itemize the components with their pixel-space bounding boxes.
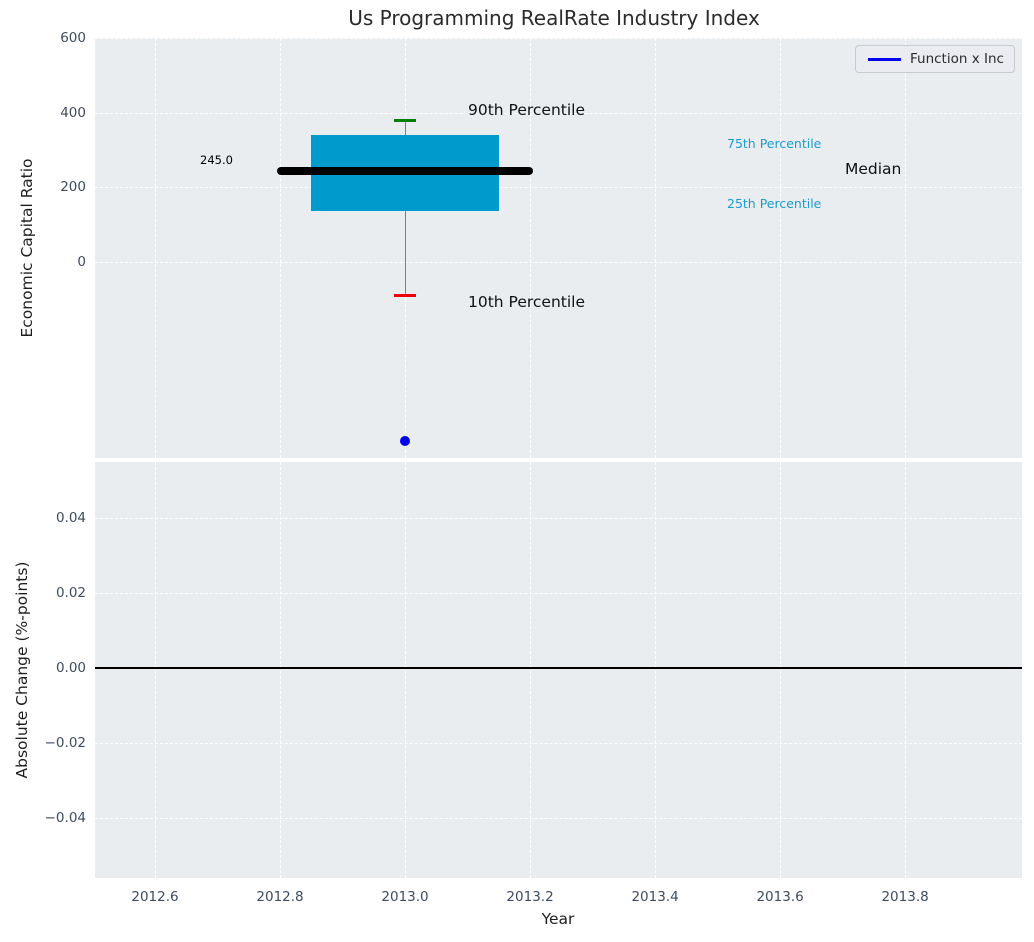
annotation-10th-percentile: 10th Percentile: [468, 293, 586, 311]
annotation-25th-percentile: 25th Percentile: [727, 196, 822, 211]
y-tick-label: 400: [60, 104, 86, 121]
x-axis-label: Year: [541, 910, 575, 928]
legend-line-swatch: [868, 57, 901, 61]
gridline-x: [530, 462, 532, 878]
x-tick-label: 2012.6: [131, 889, 179, 905]
annotation-75th-percentile: 75th Percentile: [727, 136, 822, 151]
x-tick-label: 2013.4: [631, 889, 679, 905]
gridline-x: [655, 462, 657, 878]
gridline-x: [905, 462, 907, 878]
gridline-y: [95, 517, 1022, 519]
gridline-y: [95, 112, 1022, 114]
x-tick-label: 2013.0: [381, 889, 429, 905]
y-tick-label: 0.02: [55, 584, 86, 601]
annotation-median: Median: [845, 160, 902, 178]
legend-label: Function x Inc: [910, 51, 1004, 67]
gridline-x: [155, 38, 156, 458]
gridline-y: [95, 592, 1022, 594]
x-tick-label: 2012.8: [256, 889, 304, 905]
annotation-median-value: 245.0: [200, 153, 233, 167]
median-line: [276, 166, 534, 175]
x-tick-label: 2013.2: [506, 889, 554, 905]
y-tick-label: 600: [60, 30, 86, 47]
gridline-x: [155, 462, 156, 878]
x-tick-label: 2013.8: [881, 889, 929, 905]
p90-cap: [393, 118, 417, 122]
gridline-y: [95, 742, 1022, 744]
p10-cap: [393, 294, 417, 297]
gridline-x: [405, 38, 407, 458]
gridline-x: [280, 462, 282, 878]
zero-line: [95, 666, 1022, 669]
gridline-y: [95, 817, 1022, 819]
y-tick-label: 0.00: [55, 659, 86, 676]
gridline-x: [280, 38, 282, 458]
gridline-y: [95, 38, 1022, 40]
gridline-x: [655, 38, 657, 458]
gridline-x: [780, 38, 782, 458]
gridline-x: [530, 38, 532, 458]
legend: Function x Inc: [855, 45, 1015, 73]
top-axes: Function x Inc: [95, 38, 1022, 458]
x-tick-label: 2013.6: [756, 889, 804, 905]
annotation-90th-percentile: 90th Percentile: [468, 101, 586, 119]
gridline-x: [905, 38, 907, 458]
y-tick-label: 0.04: [55, 509, 86, 526]
gridline-x: [405, 462, 407, 878]
gridline-y: [95, 261, 1022, 263]
y-tick-label: −0.02: [44, 734, 86, 751]
observation-dot: [400, 435, 411, 446]
y-tick-label: 200: [60, 179, 86, 196]
gridline-y: [95, 187, 1022, 189]
y-tick-label: 0: [77, 253, 86, 270]
bottom-axes: [95, 462, 1022, 878]
gridline-x: [780, 462, 782, 878]
chart-title: Us Programming RealRate Industry Index: [348, 6, 760, 30]
y-tick-label: −0.04: [44, 809, 86, 826]
